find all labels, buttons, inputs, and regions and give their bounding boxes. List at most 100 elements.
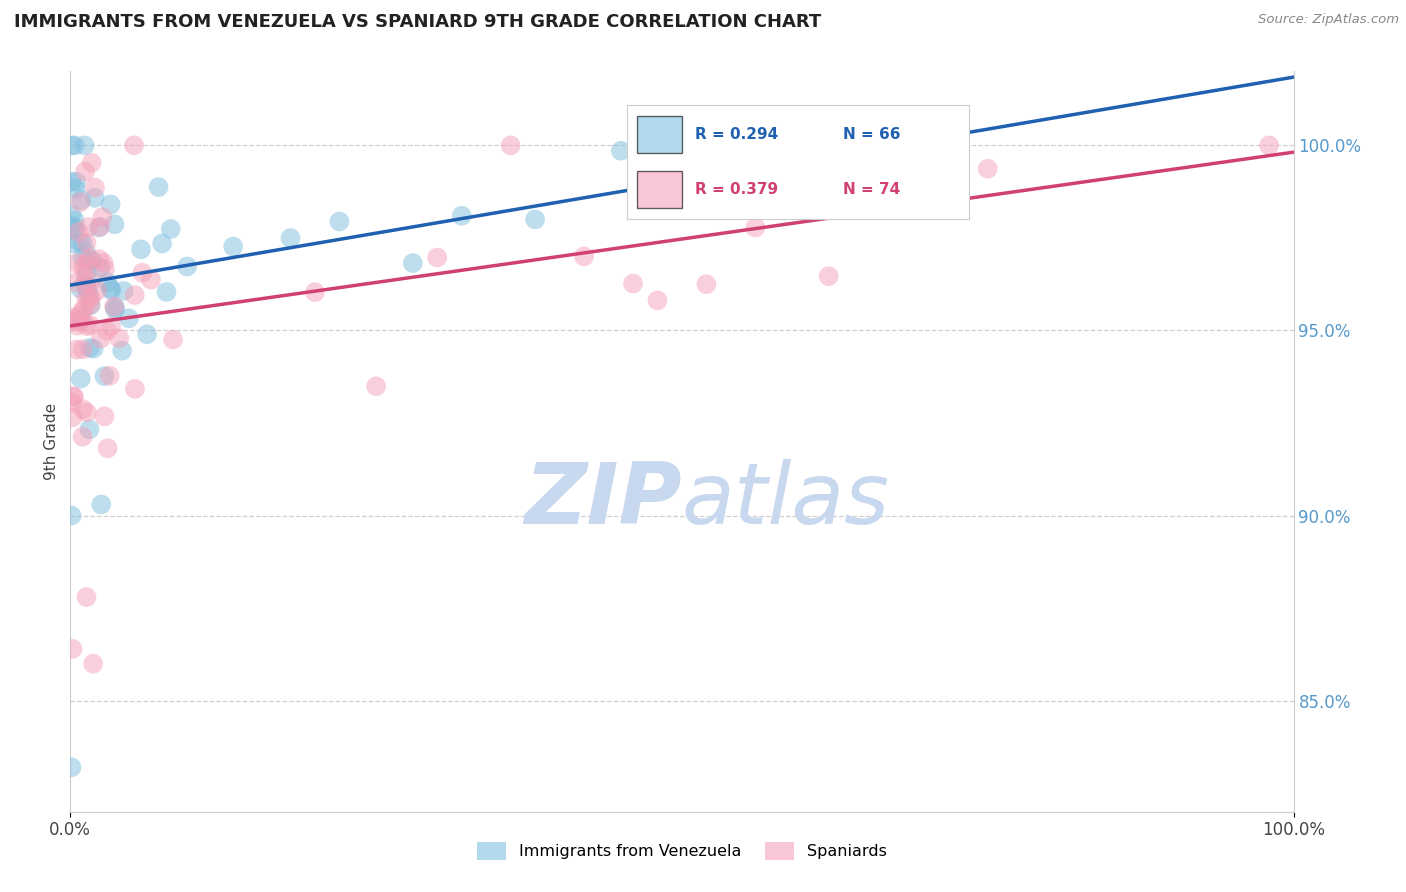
Point [366,379,388,393]
Point [450,209,472,223]
Point [75,164,97,178]
Point [73,266,96,280]
Point [79,297,101,311]
Text: Source: ZipAtlas.com: Source: ZipAtlas.com [1258,13,1399,27]
Point [60,410,83,425]
Point [89,260,111,275]
Point [73,138,96,153]
Point [733,146,755,161]
Point [65,275,87,289]
Point [72,402,94,417]
Point [65,223,87,237]
Point [76,256,98,270]
Point [1258,138,1281,153]
Point [744,220,766,235]
Point [60,395,83,409]
Point [89,252,111,266]
Point [76,267,98,281]
Point [150,236,173,251]
Point [60,314,83,328]
Point [402,256,425,270]
Point [62,236,84,251]
Point [162,333,184,347]
Point [124,382,146,396]
Point [72,259,94,273]
Point [72,343,94,357]
Point [60,760,83,774]
Point [69,282,91,296]
Point [93,369,115,384]
Point [108,331,131,345]
Point [60,311,83,326]
Point [93,256,115,270]
Point [79,274,101,288]
Point [100,197,122,211]
Text: ZIP: ZIP [524,459,682,542]
Point [77,219,100,234]
Point [84,180,107,194]
Point [855,160,877,174]
Point [69,235,91,249]
Point [793,147,815,161]
Point [60,219,83,234]
Point [66,256,89,270]
Point [63,219,86,234]
Point [60,175,83,189]
Point [80,291,103,305]
Point [60,207,83,221]
Point [104,302,127,317]
Point [76,405,98,419]
Point [976,161,998,176]
Point [118,311,141,326]
Point [75,276,97,290]
Point [62,641,84,656]
Point [280,231,302,245]
Point [891,138,914,153]
Point [817,269,839,284]
Point [75,246,97,260]
Point [610,144,633,158]
Point [79,298,101,312]
Point [100,319,122,334]
Point [139,272,162,286]
Point [97,442,120,456]
Point [63,213,86,227]
Text: atlas: atlas [682,459,890,542]
Point [695,193,717,207]
Point [60,508,83,523]
Point [76,319,98,334]
Point [79,341,101,355]
Legend: Immigrants from Venezuela, Spaniards: Immigrants from Venezuela, Spaniards [471,836,893,867]
Point [426,251,449,265]
Point [621,277,644,291]
Point [66,318,89,333]
Point [671,170,693,185]
Point [70,304,93,318]
Point [524,212,547,227]
Point [103,299,125,313]
Point [148,180,170,194]
Point [72,251,94,265]
Point [94,262,117,277]
Point [65,175,87,189]
Point [69,309,91,323]
Point [93,409,115,424]
Point [100,283,122,297]
Point [111,343,134,358]
Point [75,279,97,293]
Point [136,327,159,342]
Point [159,222,181,236]
Point [131,266,153,280]
Point [75,289,97,303]
Point [79,422,101,436]
Point [98,368,121,383]
Point [83,342,105,356]
Point [62,389,84,403]
Point [155,285,177,299]
Point [304,285,326,300]
Point [90,498,112,512]
Point [96,275,118,289]
Point [499,138,522,153]
Point [104,301,127,315]
Point [76,590,98,604]
